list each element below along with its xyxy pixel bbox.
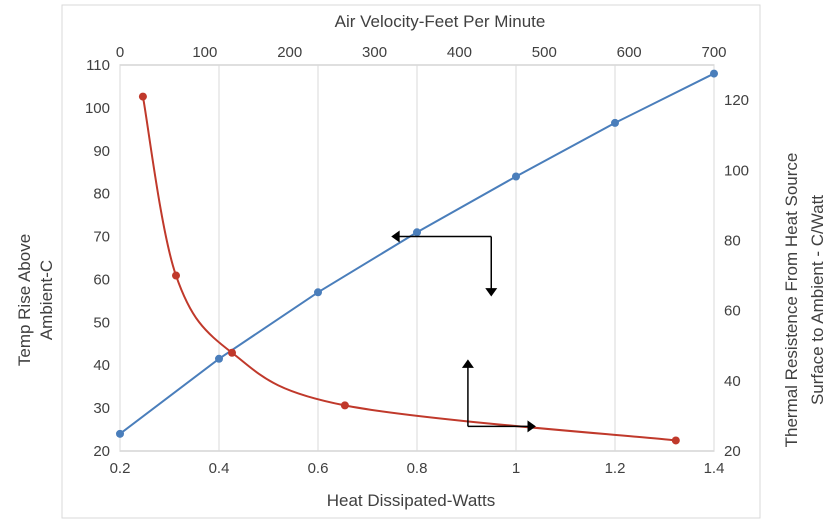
x-top-tick-label-6: 600	[617, 44, 642, 61]
y-left-tick-label-2: 40	[93, 357, 110, 374]
y-left-tick-label-5: 70	[93, 229, 110, 246]
series-blue-point-1	[215, 354, 223, 363]
series-blue-point-3	[413, 228, 421, 237]
series-red-point-4	[671, 436, 680, 445]
y-right-tick-label-4: 100	[724, 162, 749, 179]
x-top-tick-label-7: 700	[701, 44, 726, 61]
top-axis-title: Air Velocity-Feet Per Minute	[335, 12, 546, 31]
annotation-up-arrow-head	[461, 359, 474, 368]
y-left-tick-label-7: 90	[93, 143, 110, 160]
y-left-tick-label-6: 80	[93, 186, 110, 203]
y-left-tick-label-4: 60	[93, 271, 110, 288]
series-red-line	[141, 96, 676, 442]
x-bottom-tick-label-4: 1	[512, 460, 520, 477]
annotation-down-arrow-head	[485, 288, 498, 297]
x-top-tick-label-2: 200	[277, 44, 302, 61]
y-right-tick-label-5: 120	[724, 92, 749, 109]
bottom-axis-title: Heat Dissipated-Watts	[327, 491, 495, 510]
x-top-tick-label-4: 400	[447, 44, 472, 61]
x-bottom-tick-label-2: 0.6	[308, 460, 329, 477]
series-blue-point-5	[611, 118, 619, 127]
y-right-tick-label-1: 40	[724, 373, 741, 390]
annotation-right-arrow-head	[527, 420, 536, 433]
x-bottom-tick-label-3: 0.8	[407, 460, 428, 477]
y-left-tick-label-9: 110	[86, 57, 110, 74]
grid-layer	[119, 64, 715, 452]
series-blue-point-6	[710, 69, 718, 78]
y-left-tick-label-3: 50	[93, 314, 110, 331]
x-top-tick-label-3: 300	[362, 44, 387, 61]
series-red-point-2	[228, 348, 237, 357]
x-bottom-tick-label-5: 1.2	[605, 460, 626, 477]
y-left-tick-label-8: 100	[85, 100, 110, 117]
annotation-layer	[391, 230, 536, 433]
left-axis-title-line-1: Temp Rise Above	[15, 234, 34, 366]
series-blue-point-2	[314, 288, 322, 297]
right-axis-title-line-1: Thermal Resistence From Heat Source	[782, 153, 801, 448]
y-left-tick-label-1: 30	[93, 400, 110, 417]
series-blue-point-0	[116, 429, 124, 438]
y-left-tick-label-0: 20	[93, 443, 110, 460]
annotation-left-arrow-head	[391, 230, 400, 243]
x-top-tick-label-1: 100	[192, 44, 217, 61]
left-axis-title: Temp Rise Above Ambient-C	[15, 234, 56, 366]
y-right-tick-label-2: 60	[724, 303, 741, 320]
chart-frame	[61, 4, 761, 519]
x-top-tick-label-0: 0	[116, 44, 124, 61]
y-right-tick-label-0: 20	[724, 443, 741, 460]
x-bottom-tick-label-1: 0.4	[209, 460, 230, 477]
series-blue-point-4	[512, 172, 520, 181]
left-axis-title-line-2: Ambient-C	[37, 260, 56, 340]
series-red-point-3	[340, 401, 349, 410]
series-red-point-1	[172, 271, 181, 280]
y-right-tick-label-3: 80	[724, 232, 741, 249]
right-axis-title-line-2: Surface to Ambient - C/Watt	[808, 195, 827, 405]
series-red-point-0	[138, 92, 147, 101]
x-top-tick-label-5: 500	[532, 44, 557, 61]
right-axis-title: Thermal Resistence From Heat Source Surf…	[782, 153, 827, 448]
x-bottom-tick-label-0: 0.2	[110, 460, 131, 477]
axes-layer: 0.2 0.4 0.6 0.8 1 1.2 1.4 0 100 200 300 400 500 600 70…	[85, 44, 749, 477]
x-bottom-tick-label-6: 1.4	[704, 460, 725, 477]
